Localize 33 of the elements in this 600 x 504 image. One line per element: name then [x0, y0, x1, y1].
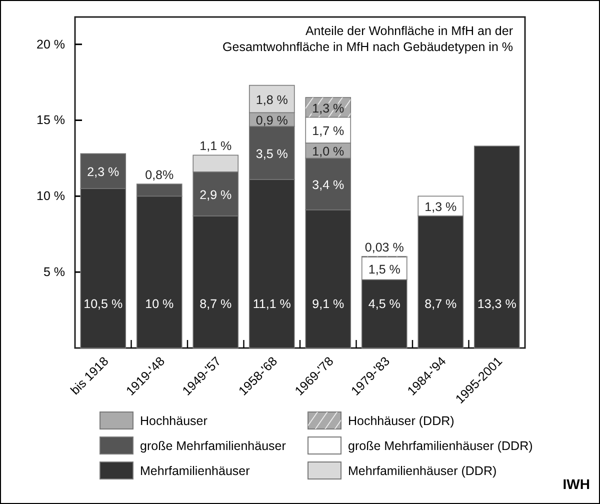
y-tick-label: 15 % [36, 113, 65, 128]
data-label: 0,9 % [256, 113, 288, 128]
data-label: 8,7 % [424, 297, 457, 311]
y-tick-label: 10 % [36, 189, 65, 204]
data-label: 1,1 % [200, 139, 232, 154]
data-label: 2,3 % [87, 165, 120, 180]
data-label: 1,8 % [256, 92, 288, 107]
data-label: 1,3 % [424, 200, 457, 214]
data-label: 10 % [145, 297, 174, 311]
legend-label: Hochhäuser [140, 414, 208, 428]
data-label: 3,5 % [256, 146, 288, 161]
data-label: 0,03 % [364, 240, 404, 254]
legend-label: Hochhäuser (DDR) [348, 414, 454, 428]
y-tick-label: 5 % [43, 265, 65, 280]
legend-label: große Mehrfamilienhäuser (DDR) [348, 439, 533, 453]
data-label: 13,3 % [477, 297, 516, 311]
legend-label: Mehrfamilienhäuser [140, 464, 250, 478]
data-label: 8,7 % [200, 297, 232, 311]
data-label: 1,0 % [312, 144, 344, 159]
data-label: 0,8% [145, 168, 174, 182]
data-label: 4,5 % [368, 297, 400, 311]
data-label: 1,7 % [312, 124, 344, 138]
data-label: 10,5 % [84, 297, 123, 311]
y-tick-label: 20 % [36, 37, 65, 52]
data-label: 9,1 % [312, 297, 344, 311]
data-label: 11,1 % [252, 297, 291, 311]
legend-label: Mehrfamilienhäuser (DDR) [348, 464, 497, 478]
data-label: 1,5 % [368, 262, 400, 276]
data-label: 3,4 % [312, 178, 344, 192]
text: IWH [562, 476, 590, 492]
text: Anteile der Wohnfläche in MfH an der Gesamtwohnfläche in MfH nach Gebäudetypen in % [222, 24, 513, 54]
legend-label: große Mehrfamilienhäuser [140, 439, 286, 453]
data-label: 2,9 % [200, 188, 232, 202]
